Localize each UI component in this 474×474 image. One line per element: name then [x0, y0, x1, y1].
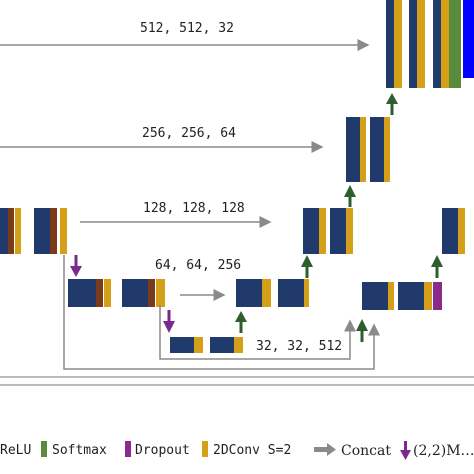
decoder-block-level4-a: [236, 279, 271, 307]
decoder-block-level4-c: [362, 282, 442, 310]
level2-label: 256, 256, 64: [142, 126, 236, 141]
level3-label: 128, 128, 128: [143, 201, 245, 216]
legend-dropout-label: Dropout: [135, 443, 190, 458]
output-block: [463, 0, 474, 78]
up-arrow-to-level2: [344, 185, 356, 207]
down-arrow-level3: [70, 255, 82, 277]
level1-label: 512, 512, 32: [140, 21, 234, 36]
decoder-block-level4-b: [278, 279, 309, 307]
encoder-block-level4-b: [122, 279, 165, 307]
decoder-block-level3-a: [303, 208, 353, 254]
legend-maxpool-label: (2,2)M…: [413, 443, 474, 459]
legend-maxpool-arrow-icon: [400, 441, 411, 460]
level4-label: 64, 64, 256: [155, 258, 241, 273]
legend-concat-label: Concat: [341, 443, 391, 459]
up-arrow-to-level3-b: [431, 255, 443, 278]
up-arrow-to-level1: [386, 93, 398, 115]
up-arrow-to-level4-b: [356, 319, 368, 342]
encoder-block-level3-a: [0, 208, 21, 254]
skip-loop-level4: [63, 255, 380, 370]
legend-concat-arrow-icon: [314, 443, 336, 456]
skip-loop-level5: [159, 305, 356, 360]
legend-conv-label: 2DConv S=2: [213, 443, 291, 458]
up-arrow-to-level4-a: [235, 311, 247, 333]
legend-dropout-swatch: [125, 441, 131, 457]
encoder-block-level3-b: [34, 208, 67, 254]
legend-relu-label: ReLU: [0, 443, 31, 458]
legend-conv-swatch: [202, 441, 208, 457]
up-arrow-to-level3-a: [301, 255, 313, 278]
legend-softmax-label: Softmax: [52, 443, 107, 458]
down-arrow-level4: [163, 310, 175, 333]
decoder-block-level3-b: [442, 208, 465, 254]
level5-label: 32, 32, 512: [256, 339, 342, 354]
legend-softmax-swatch: [41, 441, 47, 457]
decoder-block-level1: [386, 0, 461, 88]
bottleneck-block-a: [170, 337, 203, 353]
encoder-block-level4-a: [68, 279, 111, 307]
legend: ReLU Softmax Dropout 2DConv S=2 Concat (…: [0, 441, 474, 460]
bottleneck-block-b: [210, 337, 243, 353]
decoder-block-level2: [346, 117, 390, 182]
